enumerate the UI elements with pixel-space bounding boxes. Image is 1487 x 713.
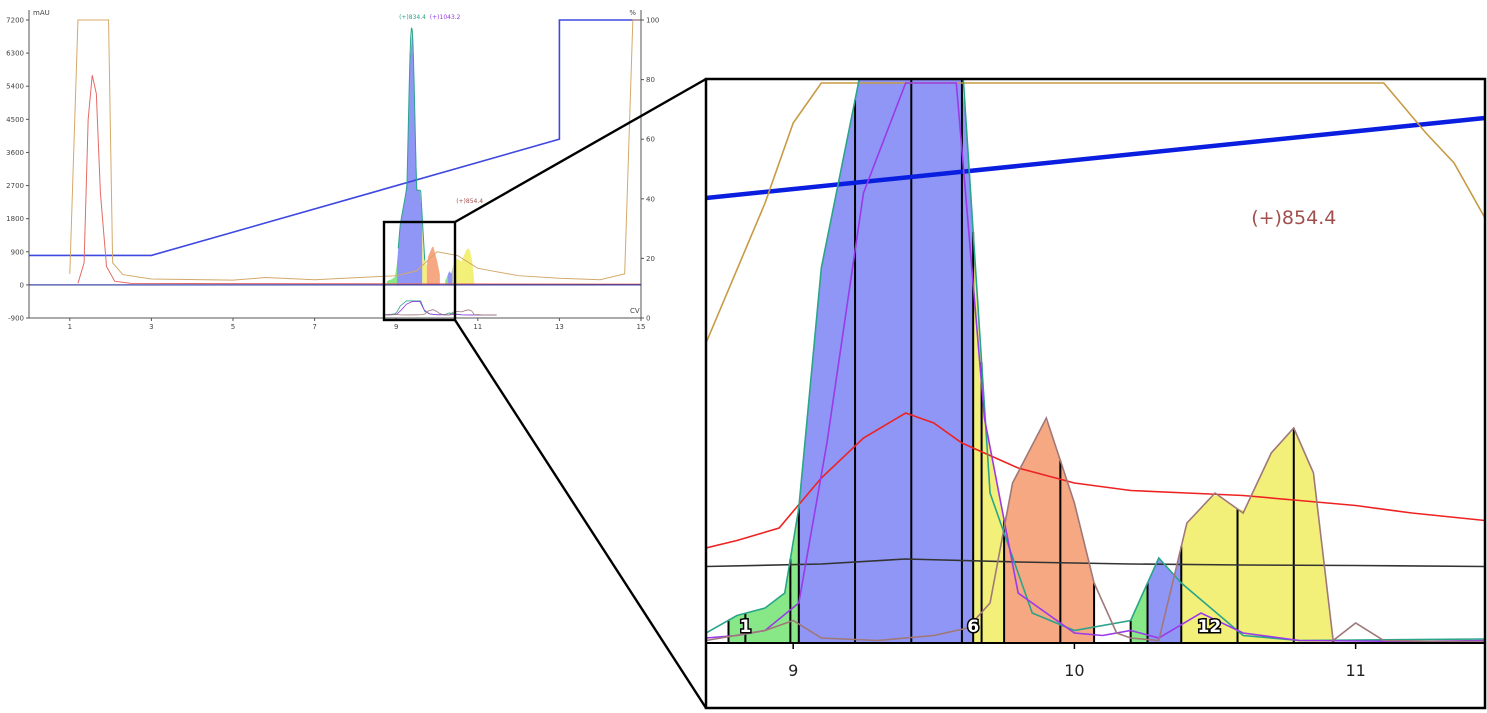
overview-y-tick-label: 1800 [6,215,24,223]
zoom-chart: 1 6 12 (+)854.4 9 10 11 [704,77,1487,710]
overview-x-tick-label: 9 [394,323,398,331]
zoom-fraction-fills [728,78,1334,643]
overview-y2-tick-label: 60 [646,136,655,144]
zoom-series-gradient [706,115,1485,201]
zoom-series-lines [706,78,1485,643]
overview-x-tick-label: 3 [149,323,153,331]
overview-x-axis-label: CV [630,307,640,315]
overview-ms-mauve-trace [383,309,497,316]
overview-y2-tick-label: 80 [646,76,655,84]
zoom-fraction-number: 12 [1198,617,1222,637]
zoom-fraction-fill [1181,431,1334,643]
overview-series-lines [29,19,641,316]
overview-mass-annotation: (+)854.4 [456,198,483,205]
overview-main-peak [397,27,426,261]
callout-line-top [454,77,707,224]
overview-fraction-fill [426,246,440,285]
overview-fraction-fill [452,248,475,285]
overview-y-axis-label: mAU [33,9,50,17]
overview-y2-tick-label: 0 [646,315,650,323]
overview-y-tick-label: 3600 [6,149,24,157]
zoom-series-purple-trace [706,82,1485,643]
overview-fraction-fill [422,218,427,285]
zoom-fraction-fill [728,508,799,643]
callout-line-bottom [453,319,708,709]
overview-series-gradient [29,19,641,257]
overview-chart: 72006300540045003600270018009000-9001008… [6,9,659,331]
zoom-fraction-fill [1147,546,1182,643]
overview-mass-annotation: (+)834.4 [399,14,426,21]
zoom-callout-lines [382,77,708,709]
zoom-x-tick-label: 9 [788,661,798,680]
zoom-frame [704,77,1487,710]
overview-ms-teal-trace [383,300,497,316]
overview-y-tick-label: 900 [11,248,24,256]
overview-series-uv-trace [77,75,641,285]
overview-x-tick-label: 13 [555,323,564,331]
overview-series-uv-trace [69,19,641,281]
zoom-region-box [382,220,457,322]
overview-fraction-fills [386,29,475,285]
overview-y-tick-label: 6300 [6,50,24,58]
overview-tick-labels: 72006300540045003600270018009000-9001008… [6,17,659,332]
overview-x-tick-label: 1 [68,323,72,331]
zoom-peak-annotation: (+)854.4 [1251,207,1336,229]
overview-axes [26,10,644,321]
zoom-x-tick-label: 10 [1064,661,1084,680]
overview-y2-tick-label: 100 [646,17,659,25]
zoom-fraction-fill [798,78,974,643]
overview-ms-purple-trace [383,301,497,316]
overview-y-tick-label: 2700 [6,182,24,190]
overview-y2-tick-label: 40 [646,195,655,203]
zoom-series-red-trace [706,412,1485,549]
overview-x-tick-label: 5 [231,323,235,331]
zoom-x-ticks: 9 10 11 [788,643,1366,680]
zoom-fraction-number: 6 [967,617,979,637]
overview-x-tick-label: 15 [637,323,646,331]
overview-y-tick-label: 5400 [6,83,24,91]
overview-x-tick-label: 11 [473,323,482,331]
overview-fraction-fill [445,275,448,285]
overview-y-tick-label: 4500 [6,116,24,124]
overview-y2-tick-label: 20 [646,255,655,263]
zoom-fraction-fill [1130,583,1148,643]
zoom-x-tick-label: 11 [1345,661,1365,680]
overview-right-axis-label: % [629,9,636,17]
zoom-fraction-labels: 1 6 12 [738,616,1223,639]
zoom-series-black-trace [706,558,1485,568]
overview-x-tick-label: 7 [312,323,316,331]
zoom-fraction-fill [1004,419,1095,643]
overview-fraction-fill [386,263,398,285]
overview-mass-annotation: (+)1043.2 [430,14,461,21]
overview-annotations: (+)834.4 (+)1043.2 (+)854.4 [399,14,483,205]
overview-fraction-fill [447,267,453,285]
zoom-fraction-number: 1 [739,617,751,637]
overview-y-tick-label: 0 [20,281,24,289]
zoom-series-mauve-trace [706,415,1485,643]
zoom-series-tan-trace [706,82,1485,344]
overview-y-tick-label: -900 [8,315,24,323]
overview-y-tick-label: 7200 [6,17,24,25]
zoom-series-teal-trace [706,78,1485,642]
